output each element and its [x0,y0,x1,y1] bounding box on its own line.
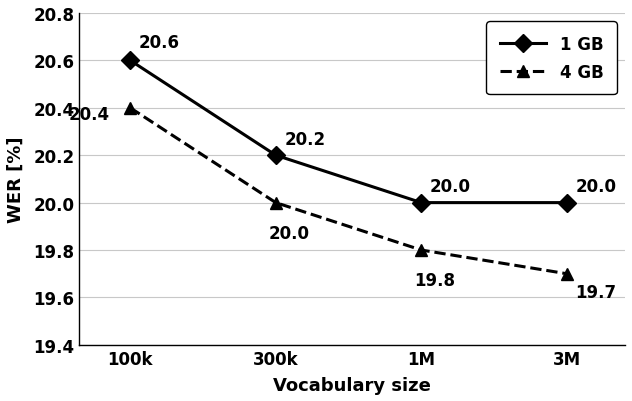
Y-axis label: WER [%]: WER [%] [7,136,25,223]
1 GB [418,200,425,205]
Line: 1 GB: 1 GB [124,55,573,209]
Text: 19.8: 19.8 [414,272,455,290]
Legend: 1 GB, 4 GB: 1 GB, 4 GB [486,22,617,95]
Text: 20.0: 20.0 [269,225,310,242]
4 GB [563,271,571,276]
Text: 20.6: 20.6 [139,34,180,52]
4 GB [418,248,425,253]
Line: 4 GB: 4 GB [124,102,573,280]
Text: 20.2: 20.2 [284,131,325,149]
Text: 20.0: 20.0 [576,178,617,196]
1 GB [126,59,134,64]
Text: 19.7: 19.7 [576,284,617,302]
4 GB [126,106,134,111]
1 GB [272,154,279,158]
Text: 20.4: 20.4 [69,106,110,124]
X-axis label: Vocabulary size: Vocabulary size [273,376,431,394]
Text: 20.0: 20.0 [430,178,471,196]
1 GB [563,200,571,205]
4 GB [272,200,279,205]
